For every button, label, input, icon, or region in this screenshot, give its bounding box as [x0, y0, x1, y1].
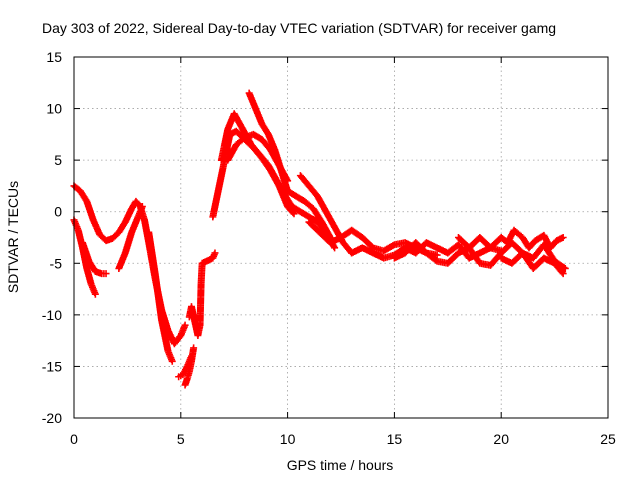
chart-title: Day 303 of 2022, Sidereal Day-to-day VTE…: [42, 20, 556, 36]
marker-path: [224, 130, 292, 185]
series-satellite-track-5: [145, 228, 176, 365]
series-satellite-track-16: [454, 226, 567, 252]
y-tick-label: -15: [42, 358, 62, 374]
series-satellite-track-17: [497, 249, 567, 278]
series-satellite-track-10: [245, 89, 334, 241]
x-tick-label: 0: [70, 431, 78, 447]
marker-path: [390, 239, 569, 272]
y-tick-label: -10: [42, 307, 62, 323]
plot-border: [73, 56, 609, 419]
x-tick-label: 15: [387, 431, 403, 447]
x-tick-label: 20: [493, 431, 509, 447]
data-points: [70, 89, 569, 389]
marker-path: [115, 203, 146, 272]
y-tick-label: 0: [54, 204, 62, 220]
y-tick-label: -5: [50, 255, 63, 271]
axis-ticks: 0 5 10 15 20 25 -20 -15 -10 -5 0 5 10 15: [42, 49, 616, 447]
marker-path: [185, 249, 219, 339]
y-axis-label: SDTVAR / TECUs: [5, 181, 21, 293]
series-satellite-track-7: [181, 344, 198, 389]
series-satellite-track-15: [390, 239, 569, 272]
x-axis-label: GPS time / hours: [287, 457, 394, 473]
x-tick-label: 25: [600, 431, 616, 447]
marker-path: [454, 226, 567, 252]
y-tick-label: 10: [46, 101, 62, 117]
series-satellite-track-4: [115, 203, 146, 272]
y-tick-label: 15: [46, 49, 62, 65]
marker-path: [497, 249, 567, 278]
marker-path: [145, 228, 176, 365]
y-tick-label: 5: [54, 152, 62, 168]
series-satellite-track-3: [79, 239, 110, 278]
series-satellite-track-11: [224, 130, 292, 185]
y-tick-label: -20: [42, 410, 62, 426]
x-tick-label: 5: [177, 431, 185, 447]
series-isolated-points: [185, 249, 219, 339]
marker-path: [181, 344, 198, 389]
marker-path: [245, 89, 334, 241]
marker-path: [79, 239, 110, 278]
x-tick-label: 10: [280, 431, 296, 447]
